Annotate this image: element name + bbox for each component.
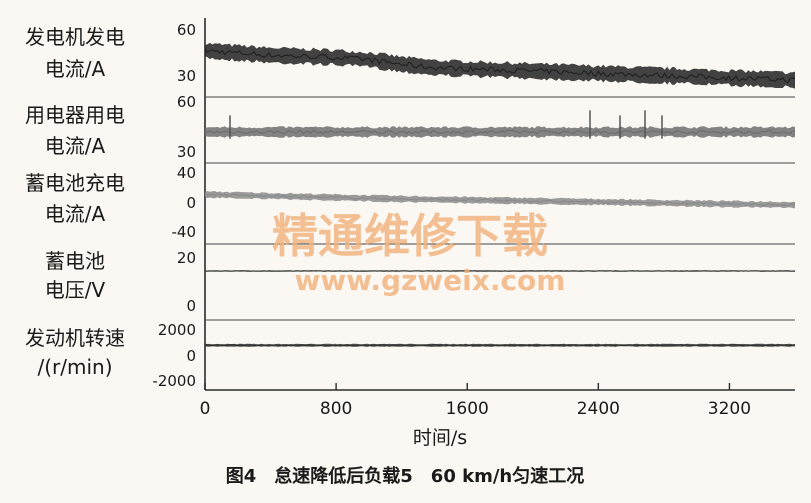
panel-5-ylabel-1: 发动机转速 xyxy=(25,326,125,350)
panel-4-ylabel-2: 电压/V xyxy=(45,278,106,302)
panel-5-series-line xyxy=(204,344,796,347)
panel-3-ylabel-1: 蓄电池充电 xyxy=(25,171,125,195)
panel-3-ytick-40: 40 xyxy=(177,164,196,182)
panel-3-series-line xyxy=(204,193,796,207)
panel-1-series-line xyxy=(204,48,796,84)
panel-1-ytick-30: 30 xyxy=(177,67,196,85)
x-tick-label-2400: 2400 xyxy=(577,399,620,419)
panel-5-ytick--2000: -2000 xyxy=(152,372,196,390)
x-tick-label-3200: 3200 xyxy=(708,399,751,419)
panel-1-ylabel-1: 发电机发电 xyxy=(25,25,125,49)
panel-1-ylabel-2: 电流/A xyxy=(45,57,106,81)
panel-1-ytick-60: 60 xyxy=(177,21,196,39)
panel-4-ytick-20: 20 xyxy=(177,249,196,267)
panel-5-ytick-0: 0 xyxy=(186,347,196,365)
x-tick-label-1600: 1600 xyxy=(446,399,489,419)
panel-3-series-band xyxy=(205,191,795,209)
panel-3-ytick--40: -40 xyxy=(172,223,197,241)
x-axis-title: 时间/s xyxy=(413,427,467,449)
panel-2-ylabel-1: 用电器用电 xyxy=(25,103,125,127)
panel-2-ytick-60: 60 xyxy=(177,93,196,111)
panel-3-ytick-0: 0 xyxy=(186,194,196,212)
panel-5-ylabel-2: /(r/min) xyxy=(37,355,112,379)
panel-2-series-line xyxy=(204,129,796,135)
figure-caption: 图4 怠速降低后负载5 60 km/h匀速工况 xyxy=(226,465,584,487)
watermark-url: www.gzweix.com xyxy=(295,264,566,297)
panel-5-ytick-2000: 2000 xyxy=(158,321,196,339)
panel-3-ylabel-2: 电流/A xyxy=(45,202,106,226)
x-tick-label-800: 800 xyxy=(320,399,352,419)
panel-4-ytick-0: 0 xyxy=(186,297,196,315)
panel-2-ylabel-2: 电流/A xyxy=(45,134,106,158)
panel-1-series-band xyxy=(205,42,795,89)
panel-2-ytick-30: 30 xyxy=(177,143,196,161)
panel-4-ylabel-1: 蓄电池 xyxy=(45,249,105,273)
watermark-text: 精通维修下载 xyxy=(272,209,548,263)
x-tick-label-0: 0 xyxy=(200,399,211,419)
